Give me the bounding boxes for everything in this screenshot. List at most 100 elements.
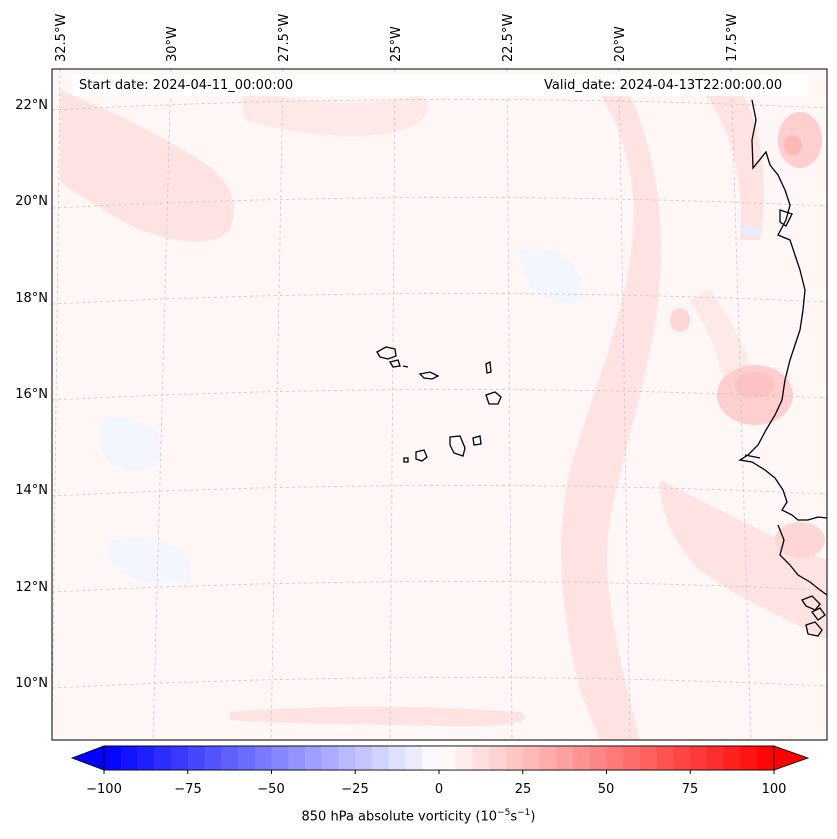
coastlines: [376, 99, 827, 637]
colorbar-step: [120, 746, 138, 770]
lat-label-10n: 10°N: [15, 676, 48, 691]
lat-label-22n: 22°N: [15, 98, 48, 113]
colorbar-step: [506, 746, 524, 770]
colorbar-tick-label-100: 100: [761, 782, 787, 797]
senegal-gambia-coast: [777, 524, 827, 596]
cape-blanc: [779, 209, 793, 227]
vorticity-negative-patch-southwest: [110, 537, 192, 584]
lon-label-22-5w: 22.5°W: [501, 13, 516, 62]
colorbar-step: [137, 746, 155, 770]
colorbar: [70, 745, 810, 774]
island-sao-vicente: [388, 359, 401, 368]
island-boa-vista: [485, 391, 502, 405]
parallel-10n: [52, 677, 827, 689]
colorbar-step: [606, 746, 624, 770]
dakar-peninsula: [744, 454, 761, 459]
parallel-22n: [52, 99, 827, 111]
meridian-25w: [389, 69, 396, 740]
colorbar-step: [305, 746, 323, 770]
colorbar-step: [338, 746, 356, 770]
vorticity-negative-patch-center: [520, 248, 582, 303]
lat-label-14n: 14°N: [15, 483, 48, 498]
colorbar-step: [154, 746, 172, 770]
colorbar-tick-label-neg25: −25: [341, 782, 369, 797]
lat-label-20n: 20°N: [15, 194, 48, 209]
vorticity-negative-patch-west: [100, 417, 162, 471]
start-date-text: Start date: 2024-04-11_00:00:00: [79, 78, 294, 93]
colorbar-tick-label-25: 25: [514, 782, 532, 797]
colorbar-step: [556, 746, 574, 770]
colorbar-step: [171, 746, 189, 770]
colorbar-extend-max: [773, 745, 810, 771]
meridian-32-5w: [52, 69, 61, 740]
island-sal: [485, 360, 492, 374]
colorbar-tick-label-neg50: −50: [257, 782, 285, 797]
colorbar-step: [254, 746, 272, 770]
colorbar-step: [707, 746, 725, 770]
lat-label-18n: 18°N: [15, 291, 48, 306]
vorticity-cell-coast-north-core: [784, 135, 802, 155]
vorticity-contours: [60, 90, 827, 740]
parallel-18n: [52, 293, 827, 305]
lat-label-16n: 16°N: [15, 387, 48, 402]
colorbar-step: [522, 746, 540, 770]
colorbar-step: [439, 746, 457, 770]
lon-label-32-5w: 32.5°W: [54, 13, 69, 62]
meridian-30w: [152, 69, 172, 740]
colorbar-tick-label-0: 0: [434, 782, 444, 797]
colorbar-step: [455, 746, 473, 770]
colorbar-tick-label-neg75: −75: [174, 782, 202, 797]
island-brava: [403, 457, 409, 463]
lon-label-17-5w: 17.5°W: [725, 13, 740, 62]
meridian-20w: [618, 69, 631, 740]
colorbar-title-main: 850 hPa absolute vorticity (10: [301, 809, 498, 825]
lon-label-25w: 25°W: [389, 26, 404, 62]
colorbar-step: [204, 746, 222, 770]
island-maio: [472, 435, 482, 446]
vorticity-cell-coast-south: [775, 522, 825, 558]
colorbar-step: [104, 746, 122, 770]
colorbar-step: [472, 746, 490, 770]
island-fogo: [415, 449, 428, 462]
africa-coastline: [738, 99, 827, 521]
island-santa-luzia: [402, 365, 409, 368]
colorbar-step: [656, 746, 674, 770]
parallel-12n: [52, 581, 827, 593]
colorbar-step: [355, 746, 373, 770]
colorbar-step: [623, 746, 641, 770]
meridian-17-5w: [730, 69, 752, 740]
vorticity-band-central-streak: [561, 95, 661, 740]
colorbar-step: [271, 746, 289, 770]
colorbar-step: [673, 746, 691, 770]
graticule: [52, 69, 827, 740]
colorbar-title-exp1: −5: [497, 808, 511, 818]
colorbar-step: [388, 746, 406, 770]
colorbar-step: [321, 746, 339, 770]
island-santo-antao: [376, 346, 397, 360]
guinea-coast-islands: [805, 607, 826, 637]
date-info-box: [72, 74, 808, 96]
colorbar-step: [740, 746, 758, 770]
colorbar-tick-label-neg100: −100: [86, 782, 122, 797]
lon-label-30w: 30°W: [165, 26, 180, 62]
island-sao-nicolau: [418, 371, 440, 380]
colorbar-step: [238, 746, 256, 770]
vorticity-cell-coast-mid-core: [735, 372, 775, 398]
colorbar-extend-min: [70, 745, 105, 771]
map-frame: [51, 68, 828, 741]
colorbar-step: [723, 746, 741, 770]
colorbar-step: [221, 746, 239, 770]
valid-date-text: Valid_date: 2024-04-13T22:00:00.00: [544, 78, 783, 93]
vorticity-negative-patch-coast: [740, 225, 760, 236]
colorbar-step: [573, 746, 591, 770]
colorbar-title: 850 hPa absolute vorticity (10−5s−1): [0, 808, 837, 824]
vorticity-band-southeast: [660, 480, 827, 640]
colorbar-title-end: ): [530, 809, 536, 825]
meridian-22-5w: [506, 69, 513, 740]
parallel-14n: [52, 485, 827, 497]
colorbar-step: [372, 746, 390, 770]
lon-label-27-5w: 27.5°W: [277, 13, 292, 62]
parallel-20n: [52, 197, 827, 209]
lat-label-12n: 12°N: [15, 580, 48, 595]
lon-label-20w: 20°W: [613, 26, 628, 62]
